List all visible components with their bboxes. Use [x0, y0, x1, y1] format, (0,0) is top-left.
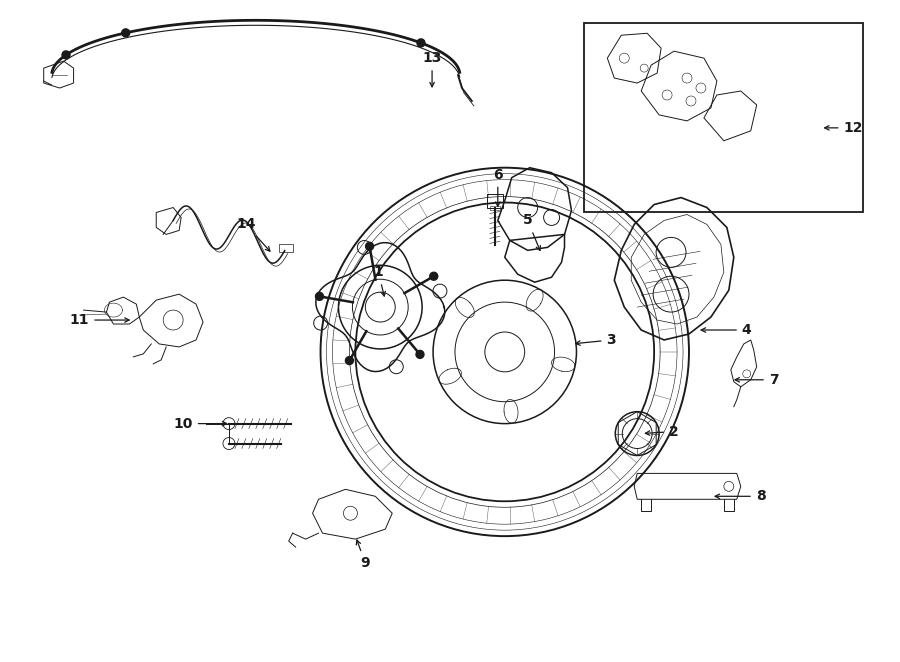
Text: 11: 11	[70, 313, 130, 327]
Text: 14: 14	[236, 217, 270, 251]
Text: 13: 13	[422, 51, 442, 87]
Text: 10: 10	[174, 416, 227, 430]
Circle shape	[346, 357, 354, 365]
Text: 9: 9	[356, 540, 370, 570]
Circle shape	[430, 272, 437, 280]
Bar	[490, 205, 500, 209]
Bar	[487, 193, 503, 207]
Text: 5: 5	[523, 213, 540, 250]
Circle shape	[316, 293, 323, 301]
Circle shape	[416, 350, 424, 358]
Bar	[584, 23, 863, 213]
Bar	[279, 244, 292, 252]
Text: 12: 12	[824, 121, 863, 135]
Circle shape	[62, 51, 70, 59]
Circle shape	[417, 39, 425, 47]
Text: 7: 7	[735, 373, 778, 387]
Text: 8: 8	[716, 489, 766, 503]
Text: 1: 1	[374, 265, 385, 296]
Text: 2: 2	[645, 424, 679, 439]
Circle shape	[365, 242, 374, 250]
Circle shape	[122, 29, 130, 37]
Text: 3: 3	[576, 333, 616, 347]
Text: 4: 4	[701, 323, 752, 337]
Text: 6: 6	[493, 167, 502, 207]
